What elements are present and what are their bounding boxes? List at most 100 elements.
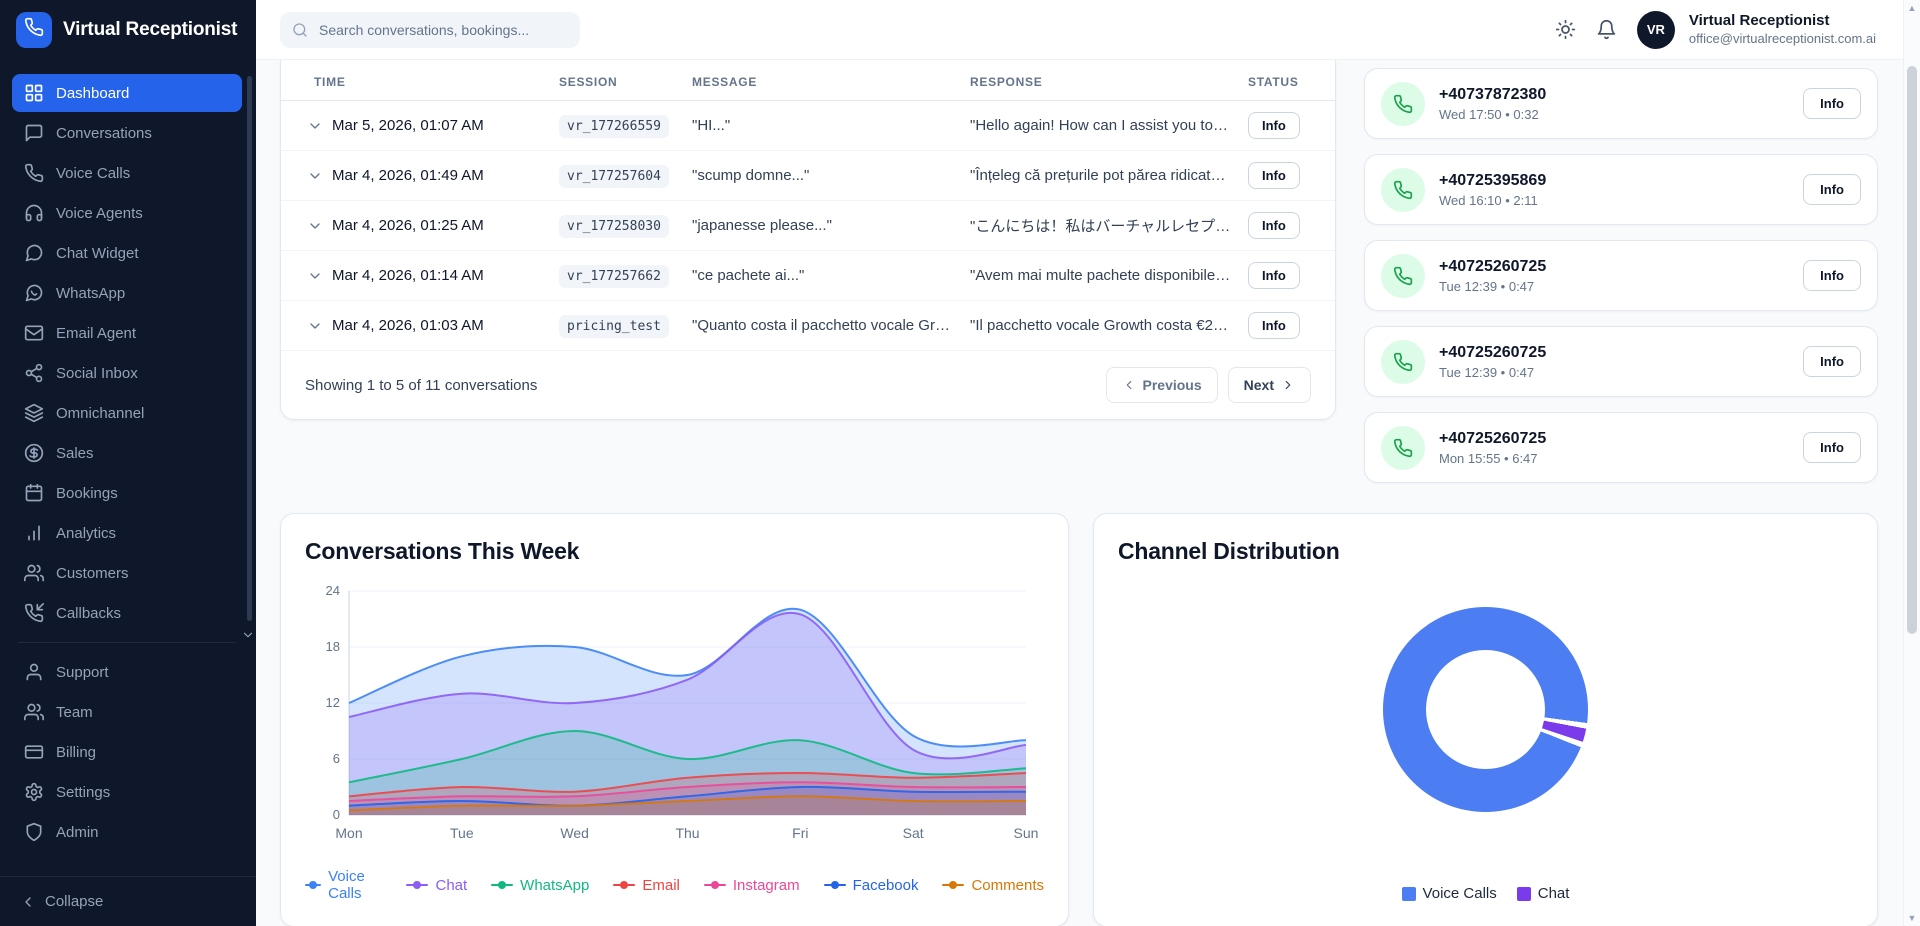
svg-text:Tue: Tue	[450, 825, 474, 841]
row-expand-button[interactable]	[307, 218, 323, 234]
phone-icon	[1393, 180, 1413, 199]
sidebar-item-label: Settings	[56, 783, 111, 801]
call-card[interactable]: +40725395869 Wed 16:10 • 2:11 Info	[1364, 154, 1878, 225]
call-info-button[interactable]: Info	[1803, 432, 1861, 463]
row-time: Mar 4, 2026, 01:25 AM	[332, 217, 484, 234]
collapse-button[interactable]: Collapse	[0, 876, 256, 926]
topbar: Virtual Receptionist VR Virtual Receptio…	[0, 0, 1920, 60]
legend-swatch	[1401, 886, 1416, 901]
sidebar-item-voice-calls[interactable]: Voice Calls	[12, 154, 242, 192]
column-header-time[interactable]: TIME	[281, 60, 551, 101]
row-expand-button[interactable]	[307, 118, 323, 134]
call-info-button[interactable]: Info	[1803, 88, 1861, 119]
search-bar[interactable]	[280, 11, 580, 48]
sidebar-item-customers[interactable]: Customers	[12, 554, 242, 592]
previous-page-button[interactable]: Previous	[1105, 367, 1218, 403]
scrollbar-thumb[interactable]	[1907, 66, 1917, 634]
legend-item-comments[interactable]: Comments	[942, 877, 1044, 894]
call-phone-icon	[1381, 167, 1425, 212]
pagination-summary: Showing 1 to 5 of 11 conversations	[305, 376, 538, 394]
sidebar-scrollbar-thumb[interactable]	[247, 76, 252, 621]
bar-chart-icon	[28, 525, 40, 541]
legend-item-voice-calls[interactable]: Voice Calls	[305, 868, 382, 902]
notifications-button[interactable]	[1596, 19, 1617, 40]
legend-item-voice-calls[interactable]: Voice Calls	[1401, 885, 1497, 902]
main-scrollbar[interactable]: ▲ ▼	[1903, 0, 1920, 926]
scroll-up-arrow[interactable]: ▲	[1907, 3, 1917, 13]
legend-marker	[406, 881, 429, 889]
channel-distribution-card: Channel Distribution Voice Calls Chat	[1093, 513, 1878, 926]
status-badge[interactable]: Info	[1248, 312, 1300, 339]
column-header-response[interactable]: RESPONSE	[962, 60, 1240, 101]
legend-label: Facebook	[852, 876, 919, 894]
table-footer: Showing 1 to 5 of 11 conversations Previ…	[281, 351, 1335, 419]
user-info: Virtual Receptionist office@virtualrecep…	[1689, 12, 1876, 47]
call-card[interactable]: +40725260725 Tue 12:39 • 0:47 Info	[1364, 326, 1878, 397]
sidebar-item-sales[interactable]: Sales	[12, 434, 242, 472]
row-expand-button[interactable]	[307, 268, 323, 284]
sidebar-item-dashboard[interactable]: Dashboard	[12, 74, 242, 112]
call-card[interactable]: +40737872380 Wed 17:50 • 0:32 Info	[1364, 68, 1878, 139]
sidebar-item-admin[interactable]: Admin	[12, 813, 242, 851]
row-expand-button[interactable]	[307, 168, 323, 184]
dollar-icon	[24, 443, 44, 463]
column-header-status[interactable]: STATUS	[1240, 60, 1335, 101]
search-input[interactable]	[317, 20, 568, 39]
call-info-button[interactable]: Info	[1803, 346, 1861, 377]
share-icon	[25, 363, 43, 383]
column-header-message[interactable]: MESSAGE	[684, 60, 962, 101]
next-page-button[interactable]: Next	[1227, 367, 1311, 403]
legend-item-chat[interactable]: Chat	[406, 877, 467, 894]
table-row[interactable]: Mar 4, 2026, 01:49 AM vr_177257604 "scump …	[281, 150, 1335, 201]
avatar[interactable]: VR	[1636, 10, 1675, 49]
sidebar-item-email-agent[interactable]: Email Agent	[12, 314, 242, 352]
sidebar-item-billing[interactable]: Billing	[12, 733, 242, 771]
search-icon	[293, 22, 307, 37]
status-badge[interactable]: Info	[1248, 112, 1300, 139]
chevron-down-icon[interactable]	[241, 628, 255, 647]
call-card[interactable]: +40725260725 Tue 12:39 • 0:47 Info	[1364, 240, 1878, 311]
legend-item-whatsapp[interactable]: WhatsApp	[491, 877, 589, 894]
sidebar-item-social-inbox[interactable]: Social Inbox	[12, 354, 242, 392]
phone-callback-icon	[24, 603, 44, 623]
sidebar-item-whatsapp[interactable]: WhatsApp	[12, 274, 242, 312]
status-badge[interactable]: Info	[1248, 162, 1300, 189]
sidebar-item-team[interactable]: Team	[12, 693, 242, 731]
users-icon	[24, 564, 44, 582]
chevron-down-icon	[310, 222, 320, 229]
legend-item-chat[interactable]: Chat	[1516, 885, 1569, 902]
legend-item-instagram[interactable]: Instagram	[703, 877, 800, 894]
sidebar-item-settings[interactable]: Settings	[12, 773, 242, 811]
sidebar-item-conversations[interactable]: Conversations	[12, 114, 242, 152]
row-response: "Înțeleg că prețurile pot părea ridicate…	[962, 150, 1240, 201]
sidebar-item-chat-widget[interactable]: Chat Widget	[12, 234, 242, 272]
sidebar-item-omnichannel[interactable]: Omnichannel	[12, 394, 242, 432]
theme-toggle-button[interactable]	[1555, 19, 1576, 40]
call-info-button[interactable]: Info	[1803, 174, 1861, 205]
table-row[interactable]: Mar 4, 2026, 01:14 AM vr_177257662 "ce pac…	[281, 250, 1335, 301]
sidebar-item-support[interactable]: Support	[12, 653, 242, 691]
legend-marker	[942, 881, 965, 889]
sidebar-item-voice-agents[interactable]: Voice Agents	[12, 194, 242, 232]
table-row[interactable]: Mar 4, 2026, 01:25 AM vr_177258030 "japane…	[281, 200, 1335, 251]
scroll-down-arrow[interactable]: ▼	[1907, 913, 1917, 923]
calendar-icon	[25, 483, 43, 502]
legend-marker	[491, 881, 514, 889]
call-card[interactable]: +40725260725 Mon 15:55 • 6:47 Info	[1364, 412, 1878, 483]
sidebar-item-label: Billing	[56, 743, 97, 761]
sidebar-item-bookings[interactable]: Bookings	[12, 474, 242, 512]
status-badge[interactable]: Info	[1248, 262, 1300, 289]
table-row[interactable]: Mar 5, 2026, 01:07 AM vr_177266559 "HI..."…	[281, 100, 1335, 151]
legend-item-facebook[interactable]: Facebook	[823, 876, 919, 894]
call-info-button[interactable]: Info	[1803, 260, 1861, 291]
column-header-session[interactable]: SESSION	[551, 60, 684, 101]
sidebar-item-label: Dashboard	[56, 84, 130, 102]
table-row[interactable]: Mar 4, 2026, 01:03 AM pricing_test "Quanto…	[281, 300, 1335, 351]
legend-item-email[interactable]: Email	[613, 877, 680, 894]
row-message: "japanesse please..."	[684, 200, 962, 251]
phone-icon	[1393, 352, 1413, 371]
row-expand-button[interactable]	[307, 318, 323, 334]
sidebar-item-callbacks[interactable]: Callbacks	[12, 594, 242, 632]
sidebar-item-analytics[interactable]: Analytics	[12, 514, 242, 552]
status-badge[interactable]: Info	[1248, 212, 1300, 239]
